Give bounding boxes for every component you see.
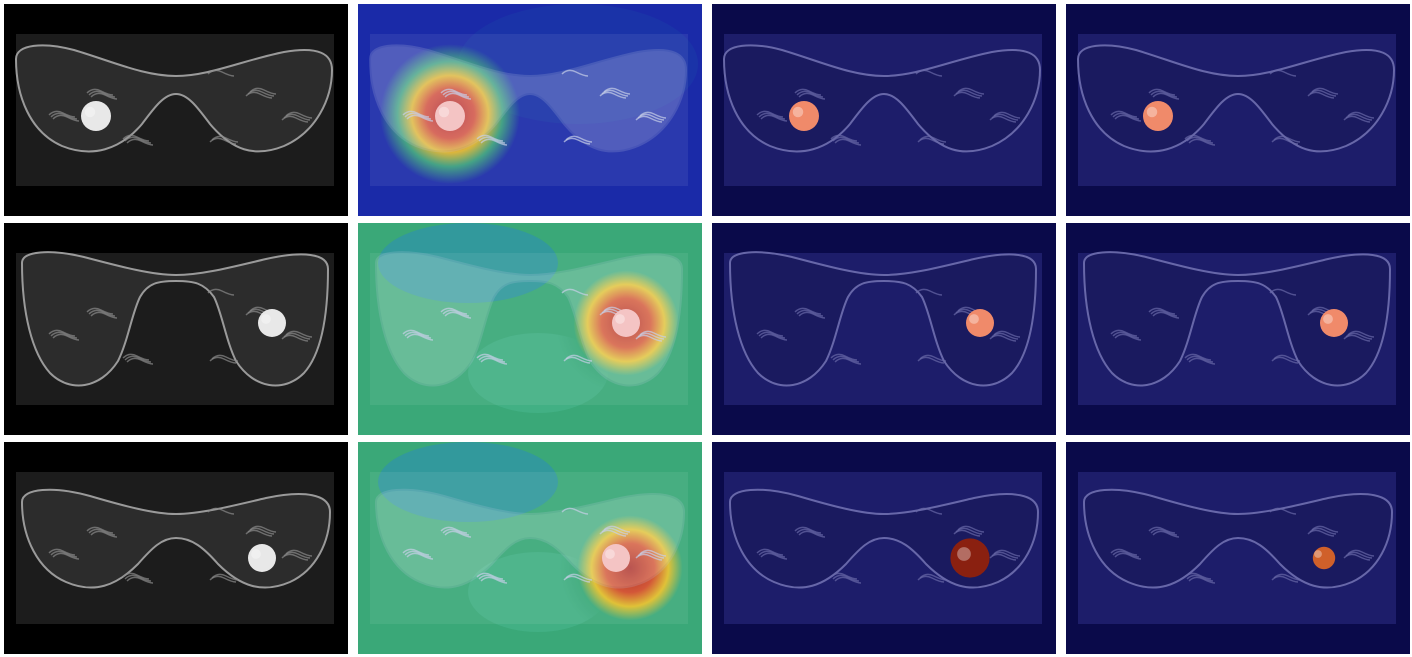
- breast-tissue: [14, 34, 334, 186]
- segmentation-mask: [789, 101, 819, 131]
- segmentation-mask: [1312, 546, 1336, 570]
- row3-segmentation-overlay-a: [712, 442, 1056, 654]
- row2-segmentation-overlay-b: [1066, 223, 1410, 435]
- breast-tissue: [1078, 472, 1396, 624]
- breast-tissue: [724, 251, 1042, 405]
- segmentation-mask: [950, 538, 990, 578]
- heatmap-hotspot: [560, 498, 700, 638]
- segmentation-mask: [1320, 309, 1348, 337]
- row3-mri-slice: [4, 442, 348, 654]
- lesion: [258, 309, 286, 337]
- row2-segmentation-overlay-a: [712, 223, 1056, 435]
- breast-tissue: [724, 472, 1042, 624]
- segmentation-mask: [1143, 101, 1173, 131]
- row2-attention-heatmap: [358, 223, 702, 435]
- breast-tissue: [722, 34, 1042, 186]
- lesion: [612, 309, 640, 337]
- breast-tissue: [368, 34, 688, 186]
- row3-attention-heatmap: [358, 442, 702, 654]
- breast-tissue: [16, 472, 334, 624]
- row2-mri-slice: [4, 223, 348, 435]
- row1-mri-slice: [4, 4, 348, 216]
- row1-attention-heatmap: [358, 4, 702, 216]
- breast-tissue: [1078, 251, 1396, 405]
- lesion: [248, 544, 276, 572]
- row3-segmentation-overlay-b: [1066, 442, 1410, 654]
- lesion: [81, 101, 111, 131]
- lesion: [435, 101, 465, 131]
- breast-tissue: [370, 472, 688, 624]
- breast-tissue: [16, 251, 334, 405]
- breast-tissue: [370, 251, 688, 405]
- segmentation-mask: [966, 309, 994, 337]
- row1-segmentation-overlay-b: [1066, 4, 1410, 216]
- lesion: [602, 544, 630, 572]
- breast-tissue: [1076, 34, 1396, 186]
- row1-segmentation-overlay-a: [712, 4, 1056, 216]
